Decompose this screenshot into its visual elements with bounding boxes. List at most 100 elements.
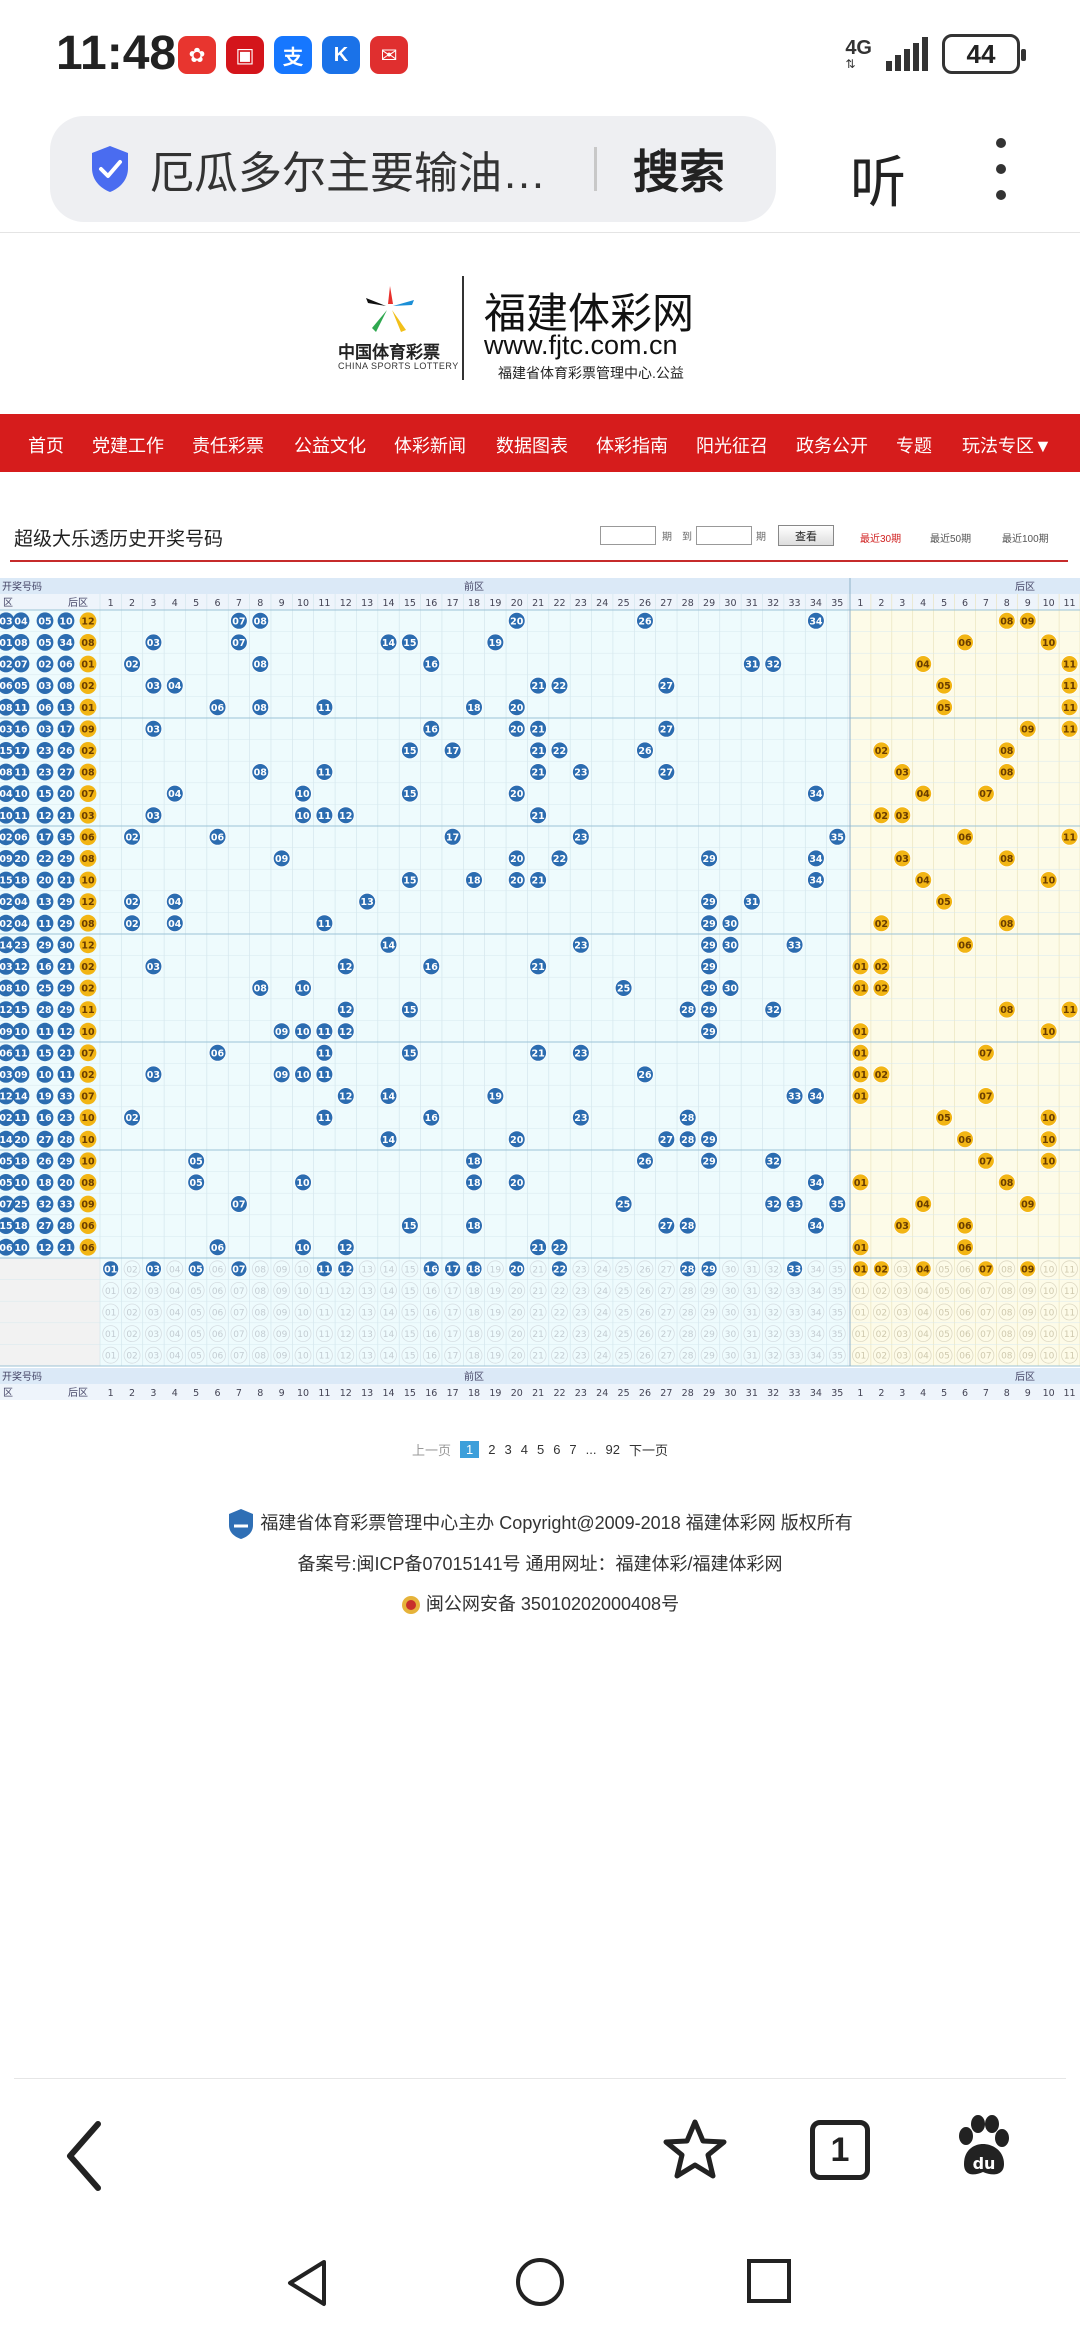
search-button[interactable]: 搜索: [633, 146, 725, 198]
ghost-number: 14: [383, 1352, 395, 1362]
summary-front-ball-1: [102, 1260, 120, 1278]
left-number-label: 29: [59, 854, 72, 865]
table-header-bottom-front-col-27: 27: [660, 1388, 672, 1399]
table-header-top-front-col-28: 28: [682, 598, 694, 609]
next-page-link[interactable]: 下一页: [628, 1442, 668, 1458]
front-ball-12-label: 12: [339, 811, 352, 822]
ghost-circle: [230, 1346, 248, 1364]
left-number-label: 11: [14, 703, 27, 714]
end-period-input[interactable]: [696, 526, 752, 545]
back-ball-4: [914, 655, 932, 673]
nav-item-6[interactable]: 体彩指南: [596, 436, 668, 456]
front-ball-2: [123, 655, 141, 673]
page-link-0[interactable]: 1: [460, 1440, 480, 1458]
nav-item-1[interactable]: 党建工作: [92, 436, 164, 456]
table-header-top-back-label: 后区: [1015, 581, 1035, 593]
nav-item-7[interactable]: 阳光征召: [696, 436, 768, 456]
back-ball-5-label: 05: [937, 681, 950, 692]
nav-item-9[interactable]: 专题: [896, 436, 932, 456]
page-link-4[interactable]: 5: [536, 1441, 545, 1457]
ghost-circle: [551, 1325, 568, 1342]
baidu-paw-icon[interactable]: du: [952, 2114, 1014, 2180]
tab-recent-100[interactable]: 最近100期: [1002, 534, 1049, 545]
tab-count: 1: [830, 2130, 850, 2169]
prev-page-link[interactable]: 上一页: [412, 1442, 452, 1458]
front-ball-28: [678, 1108, 697, 1127]
more-menu-icon[interactable]: [990, 138, 1012, 200]
left-number-ball: [57, 1022, 75, 1040]
system-home-icon[interactable]: [514, 2256, 566, 2308]
back-ball-10-label: 10: [1042, 1156, 1056, 1167]
china-sports-lottery-logo-icon[interactable]: [362, 284, 418, 336]
footer-line-3[interactable]: 闽公网安备 35010202000408号: [425, 1594, 680, 1614]
left-number-label: 09: [81, 1200, 94, 1211]
page-link-5[interactable]: 6: [553, 1441, 561, 1457]
front-ball-14-label: 14: [382, 1092, 396, 1103]
ghost-number: 07: [980, 1330, 991, 1340]
front-ball-20: [507, 871, 526, 889]
left-number-label: 10: [81, 1135, 95, 1146]
page-link-1[interactable]: 2: [488, 1441, 496, 1457]
table-header-top-back-col-2: 2: [878, 598, 884, 609]
front-ball-5: [187, 1173, 205, 1192]
start-period-input[interactable]: [600, 526, 656, 545]
front-ball-22-label: 22: [553, 681, 566, 692]
ghost-number: 22: [554, 1330, 565, 1340]
left-number-label: 33: [59, 1200, 72, 1211]
address-bar[interactable]: 厄瓜多尔主要输油… 搜索: [50, 116, 776, 222]
listen-button[interactable]: 听: [850, 151, 906, 214]
page-link-2[interactable]: 3: [504, 1441, 512, 1457]
query-button[interactable]: 查看: [778, 525, 834, 546]
ghost-circle: [743, 1325, 761, 1342]
nav-item-2[interactable]: 责任彩票: [192, 436, 264, 456]
left-number-label: 14: [0, 1135, 13, 1146]
ghost-circle: [679, 1282, 697, 1299]
page-link-6[interactable]: 7: [569, 1441, 577, 1457]
nav-item-5[interactable]: 数据图表: [496, 436, 568, 456]
ghost-number: 10: [297, 1287, 309, 1297]
page-link-8[interactable]: 92: [605, 1441, 620, 1457]
back-ball-7-label: 07: [979, 1092, 992, 1103]
front-ball-9: [272, 849, 291, 868]
ghost-circle: [358, 1282, 376, 1299]
ghost-number: 14: [383, 1309, 395, 1319]
front-ball-26: [636, 1151, 654, 1170]
left-number-ball: [57, 850, 75, 867]
front-ball-8: [251, 763, 270, 781]
front-ball-3: [144, 957, 163, 976]
left-number-ball: [57, 634, 75, 651]
back-arrow-icon[interactable]: [62, 2120, 106, 2192]
nav-item-4[interactable]: 体彩新闻: [394, 436, 466, 456]
front-ball-11-label: 11: [318, 768, 331, 779]
left-number-label: 03: [0, 1070, 13, 1081]
left-number-label: 34: [59, 638, 73, 649]
tab-switcher-button[interactable]: 1: [810, 2120, 870, 2180]
left-number-label: 06: [38, 703, 52, 714]
tab-recent-50[interactable]: 最近50期: [930, 534, 972, 545]
system-back-icon[interactable]: [284, 2258, 332, 2308]
nav-item-3[interactable]: 公益文化: [294, 436, 366, 456]
ghost-number: 15: [404, 1265, 415, 1275]
tab-recent-30[interactable]: 最近30期: [860, 534, 902, 545]
nav-item-0[interactable]: 首页: [28, 436, 64, 456]
page-link-3[interactable]: 4: [520, 1441, 528, 1457]
ghost-number: 17: [447, 1309, 458, 1319]
left-number-label: 15: [0, 1221, 13, 1232]
nav-item-10[interactable]: 玩法专区▼: [962, 436, 1052, 456]
front-ball-25: [614, 979, 633, 997]
system-recents-icon[interactable]: [746, 2258, 792, 2304]
ghost-circle: [722, 1282, 739, 1299]
address-text[interactable]: 厄瓜多尔主要输油…: [150, 149, 546, 198]
ghost-circle: [1019, 1303, 1037, 1321]
front-ball-21: [529, 1238, 547, 1256]
left-number-label: 02: [0, 919, 13, 930]
table-header-top-front-col-27: 27: [660, 598, 672, 609]
ghost-number: 13: [361, 1352, 372, 1362]
summary-front-ball-20-label: 20: [510, 1264, 524, 1275]
bookmark-star-icon[interactable]: [662, 2118, 728, 2182]
front-ball-21: [529, 1043, 547, 1062]
nav-item-8[interactable]: 政务公开: [796, 436, 868, 456]
footer-line-2[interactable]: 备案号:闽ICP备07015141号 通用网址：福建体彩/福建体彩网: [297, 1554, 783, 1574]
left-number-label: 01: [81, 703, 94, 714]
left-number-ball: [57, 1109, 75, 1126]
